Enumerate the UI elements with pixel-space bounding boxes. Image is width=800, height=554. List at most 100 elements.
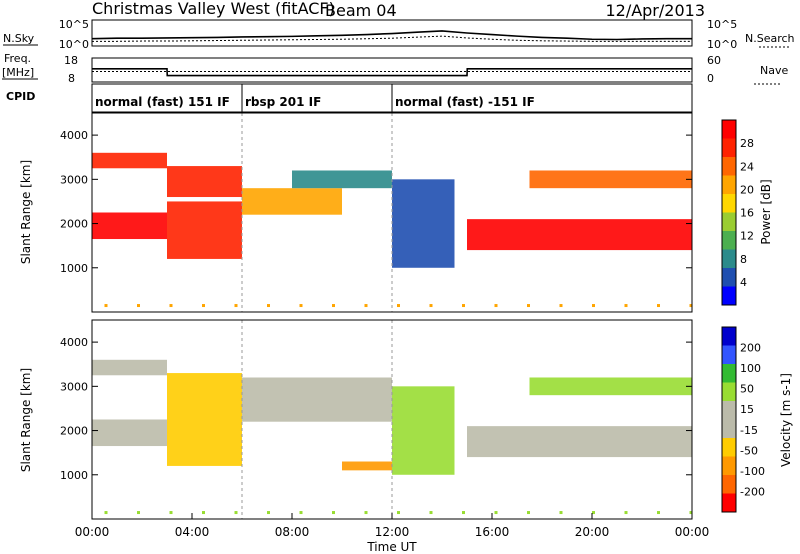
nsky-label: N.Sky <box>3 32 35 45</box>
y-tick-label: 4000 <box>60 129 88 142</box>
scatter-band <box>342 461 392 471</box>
noise-fleck <box>397 511 400 515</box>
colorbar-tick-label: 20 <box>740 183 754 196</box>
noise-fleck <box>299 304 303 308</box>
colorbar-frame <box>721 326 737 513</box>
x-tick-label: 20:00 <box>575 525 610 539</box>
nsky-line <box>91 30 692 41</box>
noise-fleck <box>202 304 205 308</box>
scatter-band <box>392 386 455 475</box>
velocity-cbar-label: Velocity [m s-1] <box>779 373 793 467</box>
noise-fleck <box>397 304 400 308</box>
scatter-band <box>167 201 242 259</box>
noise-fleck <box>462 511 465 515</box>
time-xlabel: Time UT <box>366 540 417 554</box>
nave-tick-bottom: 0 <box>707 72 714 85</box>
noise-fleck <box>137 304 140 308</box>
noise-fleck <box>624 511 628 515</box>
cpid-segments: normal (fast) 151 IF rbsp 201 IF normal (f… <box>95 84 535 112</box>
noise-fleck <box>657 511 660 515</box>
beam-label: Beam 04 <box>325 1 397 20</box>
nsearch-tick-bottom: 10^0 <box>707 38 737 51</box>
colorbar-swatch <box>722 194 736 213</box>
colorbar-swatch <box>722 175 736 194</box>
x-tick-label: 00:00 <box>75 525 110 539</box>
nave-label: Nave <box>760 64 788 77</box>
nsearch-label: N.Search <box>745 32 795 45</box>
noise-fleck <box>364 304 368 308</box>
colorbar-frame <box>721 119 737 306</box>
colorbar-swatch <box>722 286 736 305</box>
velocity-ylabel: Slant Range [km] <box>19 368 33 472</box>
noise-fleck <box>689 511 693 515</box>
noise-fleck <box>104 511 108 515</box>
noise-fleck <box>332 304 335 308</box>
nsky-tick-bottom: 10^0 <box>59 38 89 51</box>
y-tick-label: 1000 <box>60 469 88 482</box>
colorbar-tick-label: -15 <box>740 424 758 437</box>
x-tick-label: 16:00 <box>475 525 510 539</box>
scatter-band <box>242 377 392 422</box>
freq-panel <box>91 57 693 83</box>
noise-fleck <box>104 304 108 308</box>
scatter-band <box>167 166 242 198</box>
colorbar-tick-label: 12 <box>740 230 754 243</box>
cpid-segment-label: normal (fast) 151 IF <box>95 95 230 109</box>
scatter-band <box>92 359 167 376</box>
scatter-band <box>392 179 455 268</box>
y-tick-label: 4000 <box>60 336 88 349</box>
colorbar-tick-label: -100 <box>740 465 765 478</box>
noise-fleck <box>137 511 140 515</box>
x-tick-label: 04:00 <box>175 525 210 539</box>
noise-fleck <box>234 304 238 308</box>
nsearch-tick-top: 10^5 <box>707 18 737 31</box>
noise-fleck <box>267 304 270 308</box>
x-tick-label: 00:00 <box>675 525 710 539</box>
power-panel-frame <box>91 112 693 313</box>
colorbar-tick-label: -200 <box>740 485 765 498</box>
colorbar-tick-label: -50 <box>740 444 758 457</box>
x-tick-label: 08:00 <box>275 525 310 539</box>
scatter-band <box>292 170 392 189</box>
noise-fleck <box>169 511 173 515</box>
cpid-segment-label: rbsp 201 IF <box>245 95 321 109</box>
noise-fleck <box>494 511 498 515</box>
colorbar-swatch <box>722 345 736 364</box>
velocity-colorbar: -200 -100 -50 -15 15 50 100 200 <box>721 326 765 513</box>
colorbar-swatch <box>722 456 736 475</box>
scatter-band <box>92 419 167 447</box>
colorbar-swatch <box>722 212 736 231</box>
noise-fleck <box>657 304 660 308</box>
nave-tick-top: 60 <box>707 54 721 67</box>
noise-fleck <box>332 511 335 515</box>
noise-fleck <box>267 511 270 515</box>
scatter-band <box>167 373 242 466</box>
power-ylabel: Slant Range [km] <box>19 160 33 264</box>
noise-fleck <box>299 511 303 515</box>
colorbar-swatch <box>722 419 736 438</box>
nsky-tick-top: 10^5 <box>59 18 89 31</box>
noise-fleck <box>527 511 530 515</box>
freq-tick-top: 18 <box>64 54 78 67</box>
colorbar-swatch <box>722 120 736 139</box>
noise-fleck <box>429 511 433 515</box>
colorbar-tick-label: 4 <box>740 276 747 289</box>
noise-fleck <box>592 511 595 515</box>
freq-series-group <box>92 68 692 77</box>
x-tick-label: 12:00 <box>375 525 410 539</box>
velocity-y-axis: 1000 2000 3000 4000 <box>60 336 692 482</box>
colorbar-tick-label: 28 <box>740 137 754 150</box>
noise-fleck <box>462 304 465 308</box>
scatter-band <box>529 170 692 189</box>
colorbar-swatch <box>722 268 736 287</box>
noise-fleck <box>624 304 628 308</box>
colorbar-swatch <box>722 382 736 401</box>
colorbar-swatch <box>722 493 736 512</box>
colorbar-swatch <box>722 364 736 383</box>
noise-fleck <box>527 304 530 308</box>
colorbar-swatch <box>722 438 736 457</box>
colorbar-tick-label: 50 <box>740 383 754 396</box>
time-x-axis: 00:00 04:00 08:00 12:00 16:00 20:00 00:00 <box>75 513 710 539</box>
colorbar-swatch <box>722 249 736 268</box>
